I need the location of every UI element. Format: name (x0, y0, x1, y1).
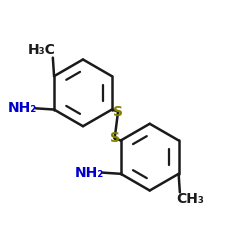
Text: CH₃: CH₃ (176, 192, 204, 206)
Text: S: S (110, 132, 120, 145)
Text: H₃C: H₃C (28, 43, 56, 57)
Text: S: S (113, 104, 123, 118)
Text: NH₂: NH₂ (8, 101, 37, 115)
Text: NH₂: NH₂ (75, 166, 104, 179)
